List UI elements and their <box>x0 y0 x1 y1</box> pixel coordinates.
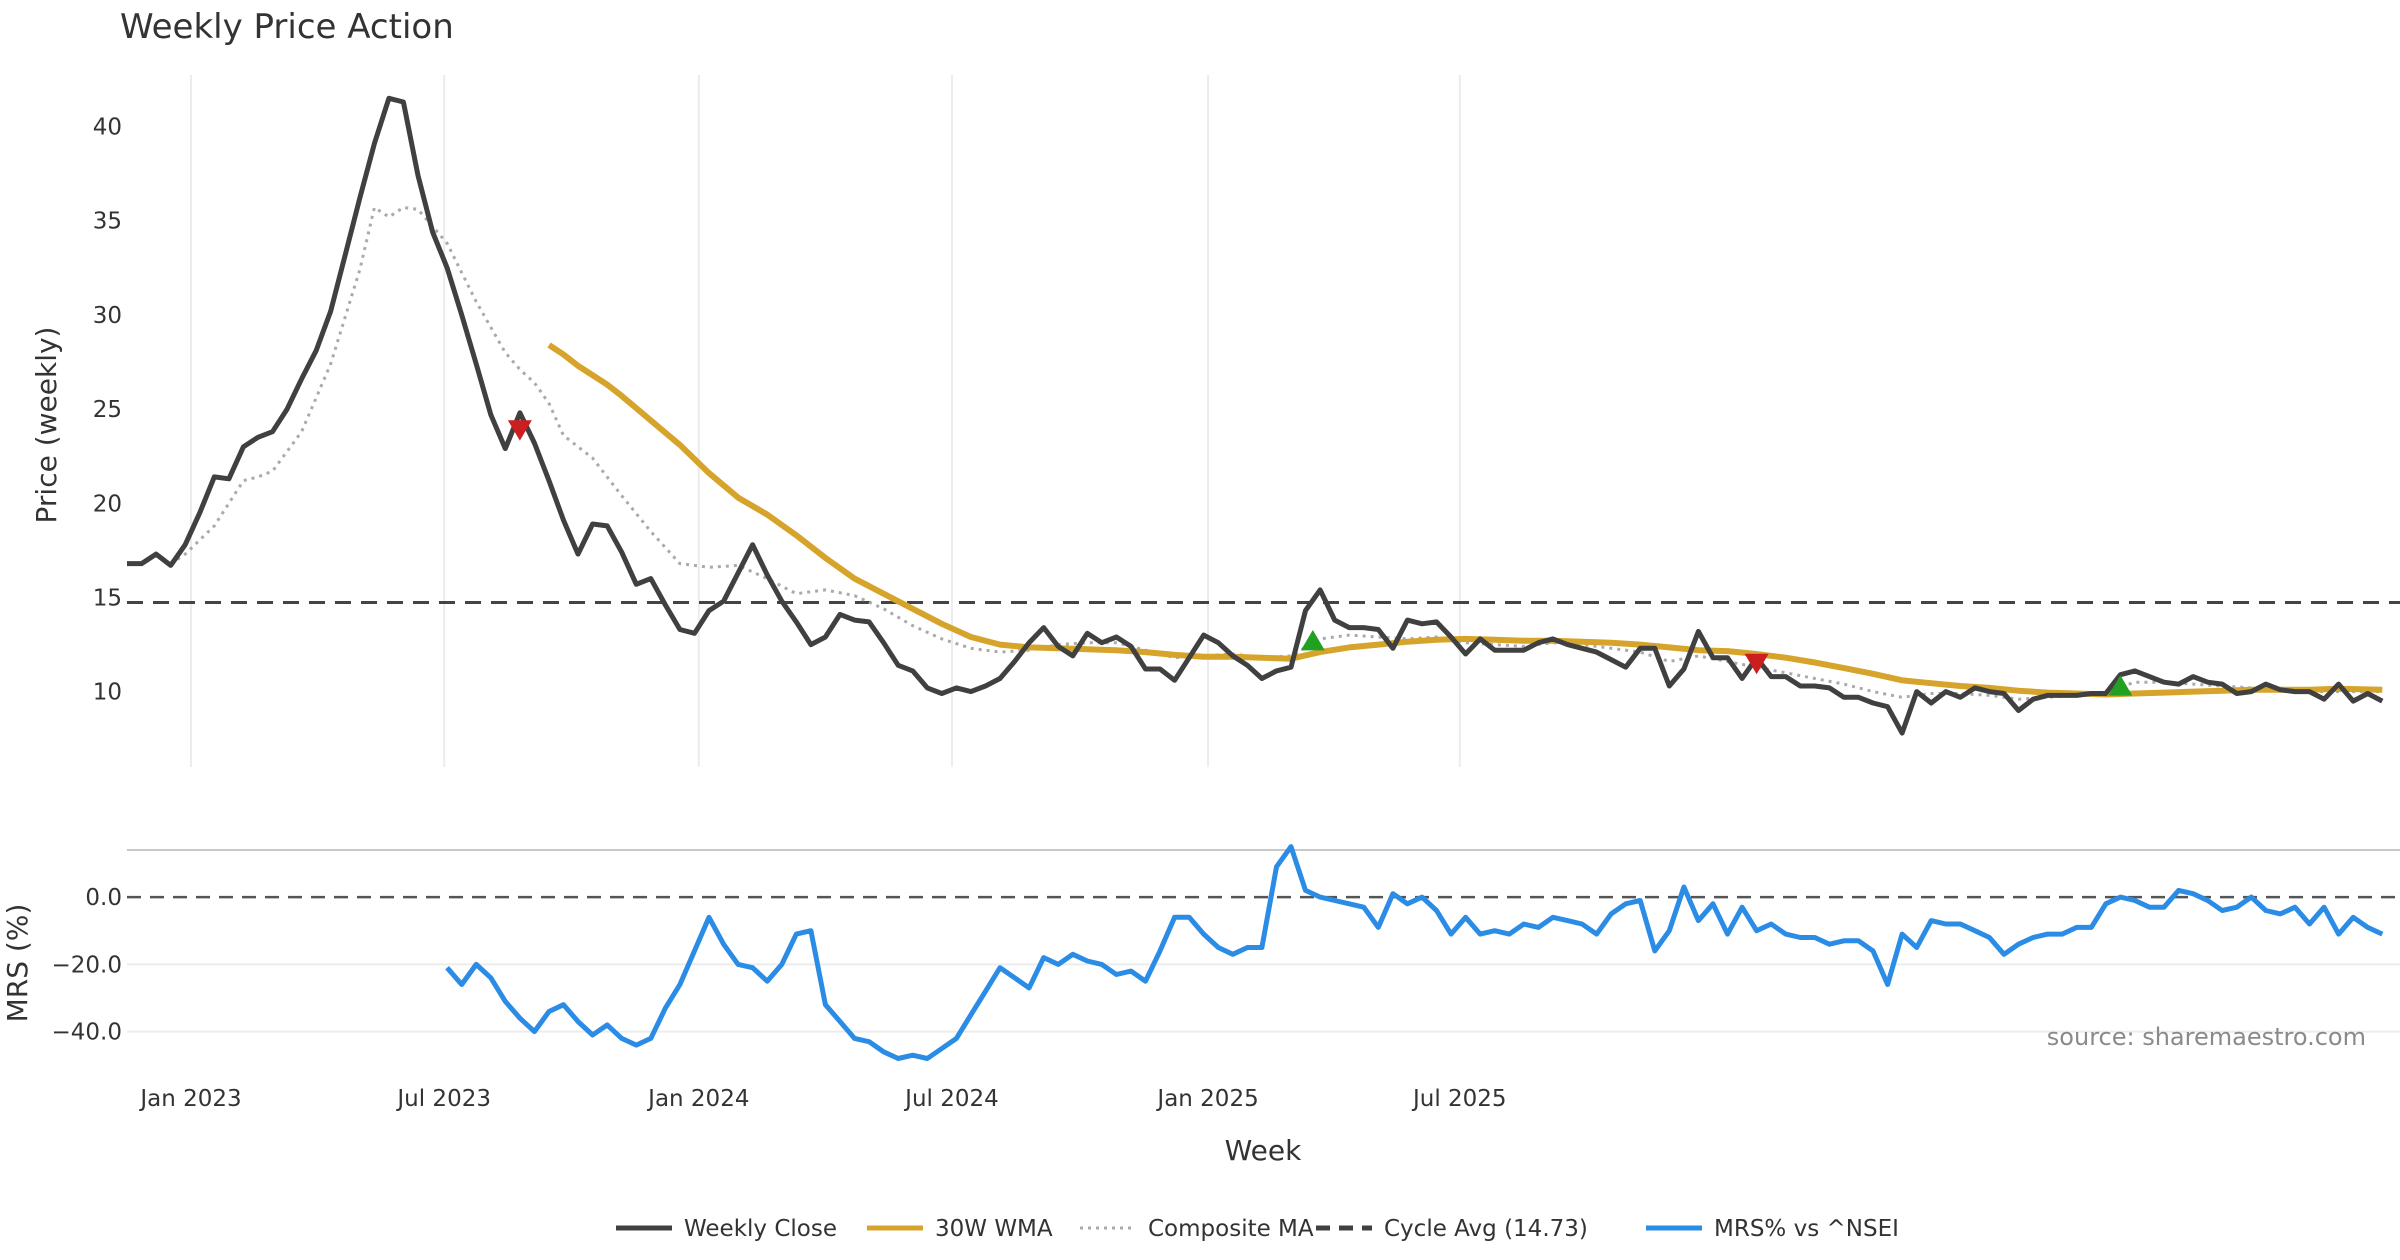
price-y-tick-label: 15 <box>93 585 122 611</box>
x-tick-label: Jul 2024 <box>903 1086 999 1112</box>
legend: Weekly Close 30W WMA Composite MA Cycle Avg… <box>616 1216 1899 1242</box>
price-y-tick-label: 25 <box>93 397 122 423</box>
signal-markers <box>507 420 2133 696</box>
price-gridlines <box>190 75 1461 767</box>
x-tick-label: Jul 2025 <box>1411 1086 1507 1112</box>
x-tick-label: Jul 2023 <box>395 1086 491 1112</box>
buy-signal-marker <box>1300 629 1325 651</box>
sell-signal-marker <box>1744 653 1769 675</box>
composite-ma-line <box>169 205 2383 701</box>
mrs-y-tick-label: −20.0 <box>52 952 122 978</box>
wma-30-line <box>547 342 2383 698</box>
price-y-axis-label: Price (weekly) <box>30 327 63 524</box>
price-y-tick-label: 35 <box>93 209 122 235</box>
price-y-tick-label: 40 <box>93 115 122 141</box>
weekly-close-line <box>127 95 2384 736</box>
x-tick-label: Jan 2023 <box>138 1086 241 1112</box>
chart-title: Weekly Price Action <box>120 7 454 47</box>
mrs-y-tick-label: −40.0 <box>52 1020 122 1046</box>
legend-label: Cycle Avg (14.73) <box>1384 1216 1588 1242</box>
legend-label: 30W WMA <box>935 1216 1053 1242</box>
mrs-line <box>445 844 2384 1061</box>
legend-label: MRS% vs ^NSEI <box>1714 1216 1899 1242</box>
price-y-tick-label: 20 <box>93 491 122 517</box>
legend-label: Weekly Close <box>684 1216 837 1242</box>
x-axis-label: Week <box>1225 1134 1302 1167</box>
mrs-y-tick-label: 0.0 <box>85 885 122 911</box>
x-ticks: Jan 2023 Jul 2023 Jan 2024 Jul 2024 Jan 2025… <box>138 1086 1506 1112</box>
source-note: source: sharemaestro.com <box>2047 1023 2366 1051</box>
price-y-tick-label: 30 <box>93 303 122 329</box>
legend-label: Composite MA <box>1148 1216 1314 1242</box>
sell-signal-marker <box>507 420 532 441</box>
mrs-y-axis-label: MRS (%) <box>1 904 34 1023</box>
buy-signal-marker <box>2108 675 2133 696</box>
mrs-y-ticks: 0.0 −20.0 −40.0 <box>52 885 122 1046</box>
x-tick-label: Jan 2024 <box>646 1086 749 1112</box>
x-tick-label: Jan 2025 <box>1155 1086 1258 1112</box>
price-y-ticks: 10 15 20 25 30 35 40 <box>93 115 122 706</box>
mrs-gridlines <box>127 895 2400 1033</box>
price-y-tick-label: 10 <box>93 680 122 706</box>
